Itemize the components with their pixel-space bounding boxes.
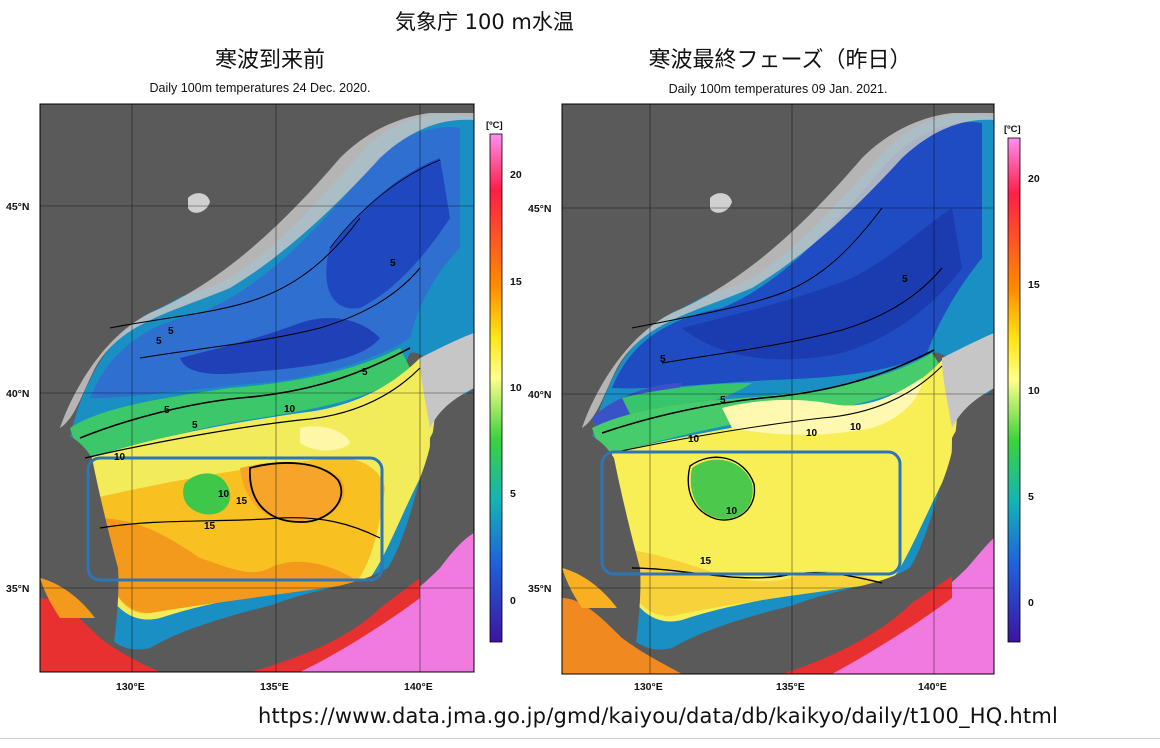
lon-label: 135°E bbox=[776, 681, 805, 693]
panel-2-map: 5 5 5 10 10 10 10 15 45°N 40°N 35°N 130°… bbox=[522, 98, 1002, 698]
contour-label: 5 bbox=[720, 395, 726, 406]
panel-1-title: 寒波到来前 bbox=[214, 48, 325, 73]
lat-label: 35°N bbox=[6, 583, 29, 595]
colorbar-tick: 10 bbox=[1028, 385, 1040, 397]
contour-label: 5 bbox=[362, 367, 368, 378]
panel-1-map: 5 5 5 5 5 5 10 10 10 15 15 45°N 40°N 35°… bbox=[0, 98, 480, 698]
lat-label: 35°N bbox=[528, 583, 551, 595]
lat-label: 45°N bbox=[6, 201, 29, 213]
colorbar-tick: 5 bbox=[510, 488, 516, 500]
colorbar-tick: 0 bbox=[510, 595, 516, 607]
colorbar-tick: 20 bbox=[510, 169, 522, 181]
lon-label: 140°E bbox=[404, 681, 433, 693]
contour-label: 5 bbox=[168, 326, 174, 337]
contour-label: 5 bbox=[660, 354, 666, 365]
contour-label: 5 bbox=[192, 420, 198, 431]
lon-label: 135°E bbox=[260, 681, 289, 693]
panel-2-colorbar: [ºC] 20 15 10 5 0 bbox=[1000, 116, 1050, 650]
lon-label: 140°E bbox=[918, 681, 947, 693]
panel-2-subtitle: Daily 100m temperatures 09 Jan. 2021. bbox=[668, 82, 888, 96]
contour-label: 10 bbox=[284, 404, 296, 415]
contour-label: 10 bbox=[218, 489, 230, 500]
panel-1-highlight-box bbox=[86, 456, 384, 582]
contour-label: 15 bbox=[204, 521, 216, 532]
colorbar-tick: 20 bbox=[1028, 173, 1040, 185]
lat-label: 40°N bbox=[6, 388, 29, 400]
panel-2-highlight-box bbox=[600, 450, 902, 576]
source-url[interactable]: https://www.data.jma.go.jp/gmd/kaiyou/da… bbox=[258, 704, 1059, 728]
contour-label: 10 bbox=[850, 422, 862, 433]
lat-label: 40°N bbox=[528, 389, 551, 401]
panel-1-colorbar: [ºC] 20 15 10 5 0 bbox=[482, 116, 530, 650]
contour-label: 10 bbox=[688, 434, 700, 445]
panel-1-subtitle: Daily 100m temperatures 24 Dec. 2020. bbox=[149, 81, 371, 95]
contour-label: 10 bbox=[726, 506, 738, 517]
colorbar-tick: 10 bbox=[510, 382, 522, 394]
colorbar-unit: [ºC] bbox=[1004, 124, 1021, 135]
lon-label: 130°E bbox=[116, 681, 145, 693]
contour-label: 5 bbox=[902, 274, 908, 285]
contour-label: 15 bbox=[700, 556, 712, 567]
contour-label: 10 bbox=[806, 428, 818, 439]
lon-label: 130°E bbox=[634, 681, 663, 693]
colorbar-tick: 15 bbox=[1028, 279, 1040, 291]
bottom-divider bbox=[0, 738, 1160, 739]
colorbar-tick: 0 bbox=[1028, 597, 1034, 609]
contour-label: 5 bbox=[164, 405, 170, 416]
main-title: 気象庁 100 m水温 bbox=[395, 10, 574, 34]
colorbar-unit: [ºC] bbox=[486, 120, 503, 131]
contour-label: 5 bbox=[390, 258, 396, 269]
contour-label: 10 bbox=[114, 452, 126, 463]
panel-2-title: 寒波最終フェーズ（昨日） bbox=[648, 48, 912, 73]
contour-label: 15 bbox=[236, 496, 248, 507]
colorbar-tick: 5 bbox=[1028, 491, 1034, 503]
contour-label: 5 bbox=[156, 336, 162, 347]
colorbar-tick: 15 bbox=[510, 276, 522, 288]
lat-label: 45°N bbox=[528, 203, 551, 215]
